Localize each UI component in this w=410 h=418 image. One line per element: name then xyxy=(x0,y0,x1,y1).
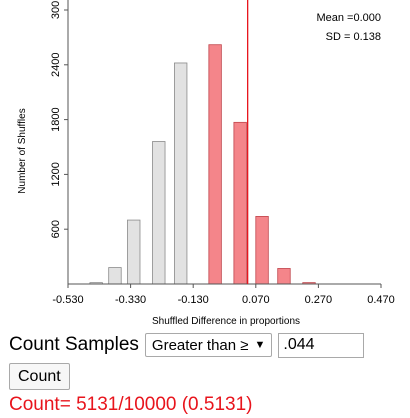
count-button[interactable]: Count xyxy=(9,363,70,390)
histogram-bar xyxy=(277,268,291,285)
x-axis-title: Shuffled Difference in proportions xyxy=(152,316,300,327)
histogram-chart: -0.530 -0.330 -0.130 0.070 0.270 0.470 600 120… xyxy=(17,0,395,327)
y-tick-label: 300 xyxy=(50,1,62,19)
y-axis-title: Number of Shuffles xyxy=(17,108,28,193)
x-tick-label: -0.530 xyxy=(52,294,83,306)
histogram-bar xyxy=(152,141,166,285)
direction-select[interactable]: Greater than ≥ ▼ xyxy=(144,333,273,357)
y-tick-label: 1800 xyxy=(50,107,62,131)
x-tick-label: 0.070 xyxy=(242,294,270,306)
count-samples-controls: Count Samples Greater than ≥ ▼ xyxy=(9,331,365,359)
x-tick-label: -0.330 xyxy=(115,294,146,306)
histogram-bar xyxy=(208,44,222,285)
x-tick-label: 0.470 xyxy=(367,294,395,306)
y-tick-label: 2400 xyxy=(50,53,62,77)
y-tick-label: 1200 xyxy=(50,162,62,186)
x-tick-labels: -0.530 -0.330 -0.130 0.070 0.270 0.470 xyxy=(52,284,395,306)
histogram-bar xyxy=(127,219,141,285)
x-tick-label: -0.130 xyxy=(178,294,209,306)
y-tick-label: 600 xyxy=(50,220,62,238)
threshold-input[interactable] xyxy=(278,332,365,358)
x-tick-label: 0.270 xyxy=(305,294,333,306)
histogram-bar xyxy=(255,216,269,285)
direction-select-value: Greater than ≥ xyxy=(151,336,249,354)
histogram-bar xyxy=(108,267,122,285)
y-tick-labels: 600 1200 1800 2400 300 xyxy=(50,1,68,238)
count-result: Count= 5131/10000 (0.5131) xyxy=(9,394,253,415)
histogram-bar xyxy=(174,62,188,285)
mean-annotation: Mean =0.000 xyxy=(316,12,381,24)
histogram-bars xyxy=(89,44,316,285)
histogram-bar xyxy=(233,121,247,285)
dropdown-arrow-icon: ▼ xyxy=(254,339,266,351)
sd-annotation: SD = 0.138 xyxy=(326,31,381,43)
count-samples-label: Count Samples xyxy=(9,334,139,355)
